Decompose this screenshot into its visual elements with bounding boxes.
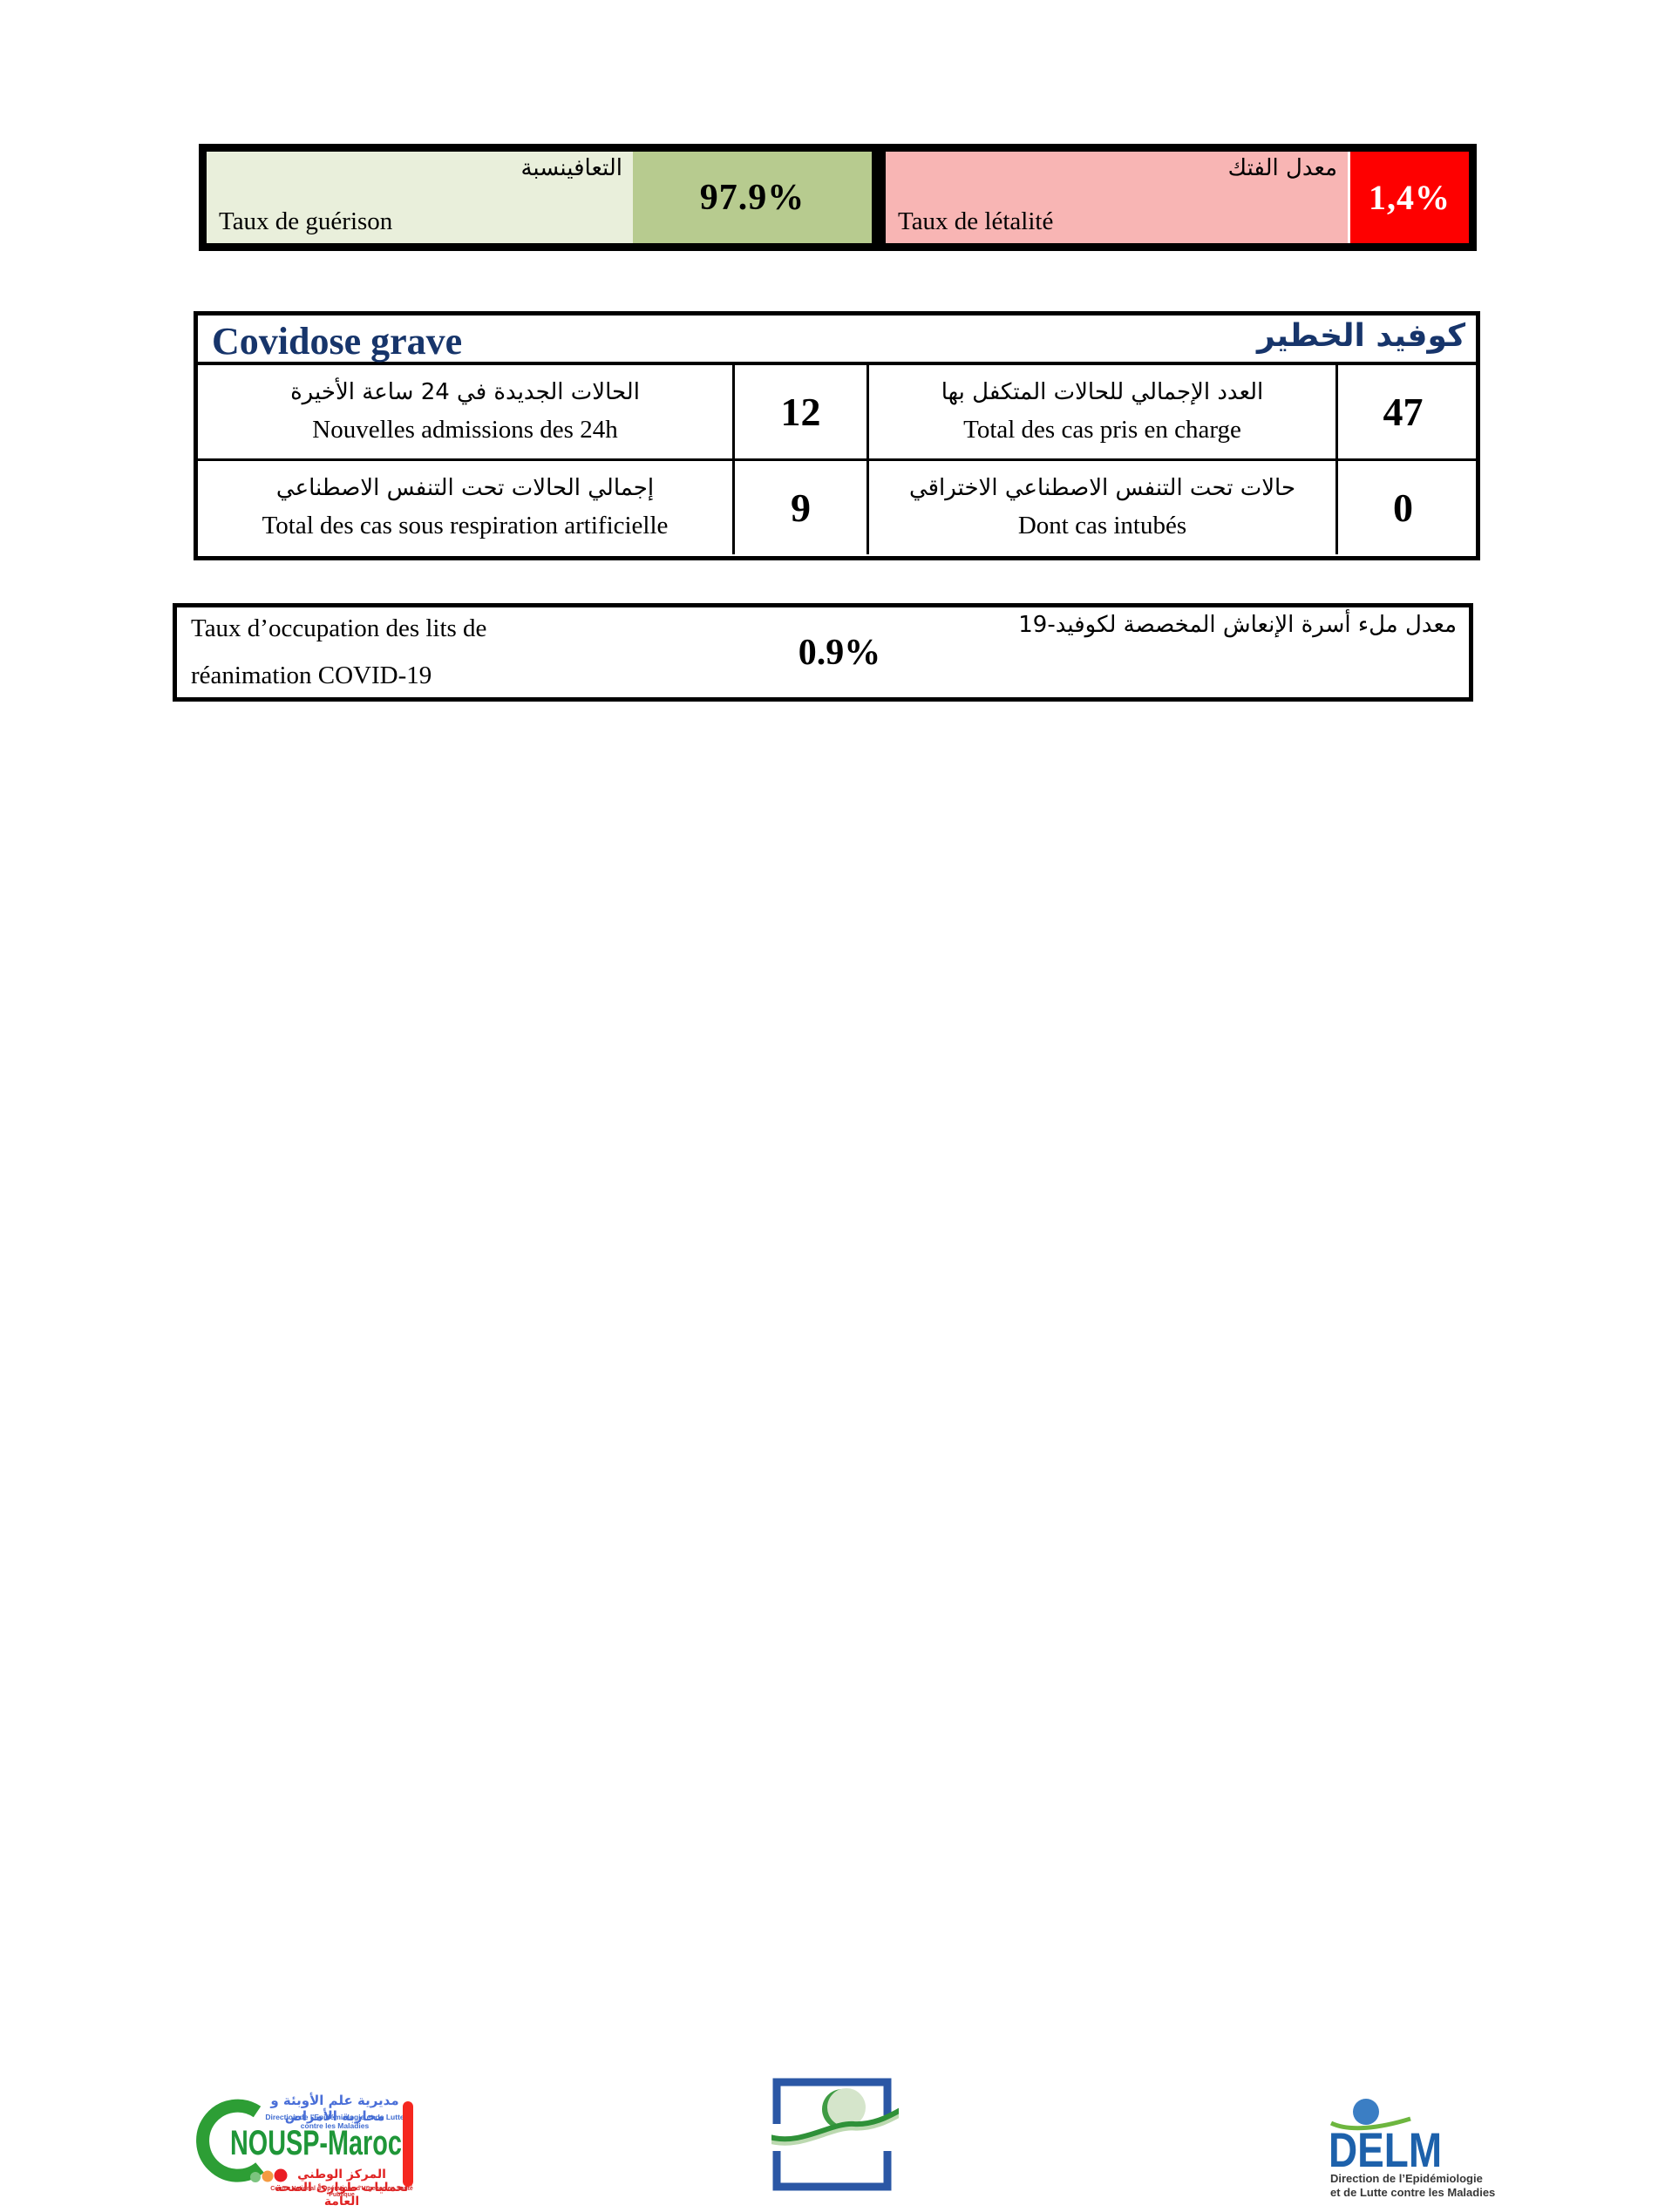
ventilated-cases-label-arabic: إجمالي الحالات تحت التنفس الاصطناعي: [275, 475, 655, 501]
ventilated-cases-label-cell: إجمالي الحالات تحت التنفس الاصطناعي Tota…: [198, 461, 735, 554]
new-admissions-label-arabic: الحالات الجديدة في 24 ساعة الأخيرة: [290, 379, 640, 405]
nousp-logo: مديرية علم الأوبئة و محاربة الأمراض Dire…: [194, 2086, 420, 2209]
icu-occupancy-value: 0.9%: [798, 633, 881, 673]
intubated-cases-label-cell: حالات تحت التنفس الاصطناعي الاختراقي Don…: [869, 461, 1338, 554]
icu-occupancy-label-arabic: معدل ملء أسرة الإنعاش المخصصة لكوفيد-19: [1018, 612, 1457, 638]
recovery-label-french: Taux de guérison: [219, 207, 393, 235]
delm-dot-wave-icon: [1329, 2099, 1411, 2131]
table-row: إجمالي الحالات تحت التنفس الاصطناعي Tota…: [198, 461, 1476, 554]
total-cases-label-cell: العدد الإجمالي للحالات المتكفل بها Total…: [869, 365, 1338, 458]
severe-covid-table: Covidose grave كوفيد الخطير الحالات الجد…: [194, 311, 1480, 560]
total-cases-label-arabic: العدد الإجمالي للحالات المتكفل بها: [941, 379, 1264, 405]
delm-subtitle-line1: Direction de l’Epidémiologie: [1330, 2172, 1483, 2185]
ventilated-cases-value: 9: [735, 461, 869, 554]
severe-covid-title-french: Covidose grave: [212, 320, 463, 363]
rates-table: التعافينسبة Taux de guérison 97.9% معدل …: [199, 144, 1477, 251]
delm-subtitle-line2: et de Lutte contre les Maladies: [1330, 2186, 1496, 2199]
intubated-cases-label-arabic: حالات تحت التنفس الاصطناعي الاختراقي: [908, 475, 1296, 501]
icu-occupancy-label-french-line2: réanimation COVID-19: [191, 662, 432, 689]
intubated-cases-value: 0: [1393, 485, 1413, 530]
recovery-rate-cell: التعافينسبة Taux de guérison: [207, 152, 633, 243]
nousp-name: NOUSP-Maroc: [230, 2124, 402, 2162]
icu-occupancy-label-french-line1: Taux d’occupation des lits de: [191, 614, 487, 642]
rates-table-divider: [872, 152, 886, 243]
recovery-label-arabic: التعافينسبة: [520, 155, 622, 181]
delm-name: DELM: [1329, 2122, 1443, 2177]
recovery-rate-value-cell: 97.9%: [633, 152, 872, 243]
delm-logo: DELM Direction de l’Epidémiologie et de …: [1325, 2090, 1495, 2199]
new-admissions-label-french: Nouvelles admissions des 24h: [312, 416, 618, 444]
severe-covid-title-arabic: كوفيد الخطير: [1256, 318, 1465, 354]
new-admissions-label-cell: الحالات الجديدة في 24 ساعة الأخيرة Nouve…: [198, 365, 735, 458]
total-cases-label-french: Total des cas pris en charge: [963, 416, 1241, 444]
recovery-rate-value: 97.9%: [699, 177, 805, 218]
table-row: الحالات الجديدة في 24 ساعة الأخيرة Nouve…: [198, 365, 1476, 461]
intubated-cases-label-french: Dont cas intubés: [1017, 512, 1187, 539]
lethality-rate-cell: معدل الفتك Taux de létalité: [886, 152, 1348, 243]
total-cases-value: 47: [1383, 390, 1424, 434]
nousp-french-subtitle: Centre National d'Opérations d'Urgence e…: [270, 2186, 413, 2198]
nousp-red-bar-icon: [403, 2101, 413, 2187]
nousp-arabic-title: مديرية علم الأوبئة و محاربة الأمراض: [270, 2093, 399, 2124]
icu-occupancy-table: Taux d’occupation des lits de réanimatio…: [173, 603, 1473, 702]
nousp-arabic-subtitle: المركز الوطني لعمليات طوارئ الصحة العامة: [275, 2168, 409, 2209]
severe-covid-table-header: Covidose grave كوفيد الخطير: [198, 316, 1476, 365]
lethality-label-arabic: معدل الفتك: [1227, 155, 1337, 181]
lethality-label-french: Taux de létalité: [898, 207, 1054, 235]
ministry-square-wave-icon: [768, 2078, 903, 2191]
nousp-french-title: Direction de l'Epidémiologie et de Lutte…: [265, 2113, 404, 2130]
ventilated-cases-label-french: Total des cas sous respiration artificie…: [262, 512, 669, 539]
new-admissions-value: 12: [735, 365, 869, 458]
lethality-rate-value: 1,4%: [1369, 178, 1451, 217]
nousp-c-arc-icon: [196, 2099, 288, 2182]
ministry-of-health-logo: [768, 2077, 903, 2192]
lethality-rate-value-cell: 1,4%: [1348, 152, 1469, 243]
